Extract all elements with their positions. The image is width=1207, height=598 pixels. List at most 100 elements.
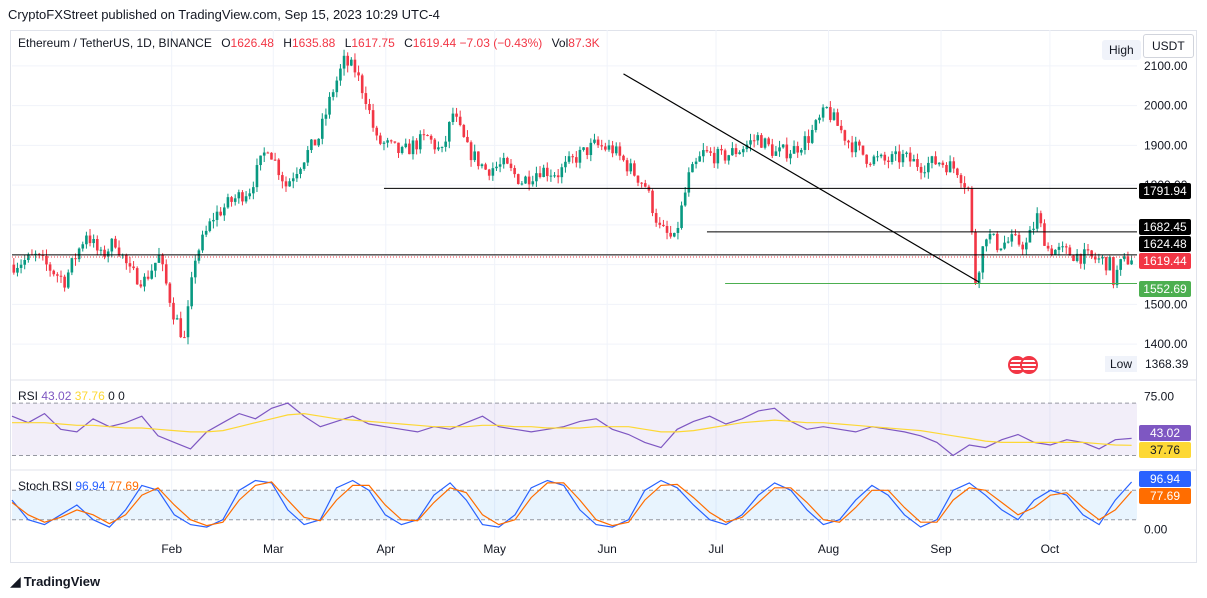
candle-body (270, 152, 273, 160)
candle-body (375, 127, 379, 136)
candle-body (930, 156, 934, 163)
candle-body (37, 253, 41, 255)
candle-body (662, 224, 665, 227)
band-fill (12, 403, 1137, 456)
candle-body (150, 270, 154, 279)
candle-body (800, 149, 803, 153)
candle-body (252, 187, 255, 194)
candle-body (1017, 234, 1021, 245)
candle-body (281, 175, 284, 182)
candle-body (702, 150, 705, 157)
candle-body (883, 154, 887, 161)
us-flag-icon-2[interactable] (1020, 356, 1038, 374)
candle-body (633, 163, 636, 176)
candle-body (317, 138, 320, 146)
candle-body (985, 239, 988, 247)
candle-body (981, 246, 985, 273)
candle-body (473, 151, 477, 161)
candle-body (444, 141, 447, 147)
candle-body (426, 135, 429, 137)
candle-body (1119, 259, 1122, 270)
candle-body (455, 113, 458, 117)
candle-body (600, 145, 604, 147)
candle-body (640, 182, 643, 184)
candle-body (204, 230, 208, 235)
high-button[interactable]: High (1102, 40, 1141, 60)
candle-body (331, 92, 335, 97)
candle-body (487, 169, 491, 176)
candle-body (491, 168, 495, 176)
currency-button[interactable]: USDT (1143, 34, 1194, 58)
candle-body (956, 168, 959, 176)
x-tick-label: May (483, 542, 506, 556)
candle-body (1021, 244, 1024, 250)
candle-body (99, 249, 103, 251)
candle-body (433, 139, 437, 150)
x-tick-label: Oct (1041, 542, 1060, 556)
candle-body (70, 258, 74, 273)
candle-body (484, 164, 487, 170)
candle-body (1010, 234, 1014, 242)
candle-body (288, 181, 291, 187)
candle-body (157, 254, 161, 263)
candle-body (941, 162, 945, 165)
candle-body (368, 103, 371, 111)
candle-body (651, 190, 654, 214)
candle-body (669, 232, 672, 237)
candle-body (905, 152, 908, 154)
candle-body (977, 272, 981, 284)
candle-body (872, 156, 876, 165)
candle-body (785, 144, 789, 159)
candle-body (201, 234, 204, 251)
candle-body (215, 211, 219, 220)
candle-body (821, 107, 825, 118)
indicator-line (11, 402, 1132, 457)
open-value: 1626.48 (230, 36, 274, 50)
candle-body (85, 235, 88, 245)
candle-body (56, 274, 59, 276)
candle-body (643, 183, 647, 187)
candle-body (74, 258, 77, 260)
candle-body (1006, 241, 1010, 243)
candle-body (466, 136, 469, 143)
rsi-pane (11, 402, 1137, 457)
candle-body (244, 196, 248, 202)
candle-body (1028, 229, 1032, 243)
candle-body (876, 156, 879, 158)
candle-body (1068, 247, 1072, 256)
candle-body (897, 151, 901, 163)
candle-body (498, 164, 502, 167)
candle-body (727, 155, 731, 161)
candle-body (861, 145, 865, 155)
candle-body (12, 264, 16, 273)
candle-body (683, 192, 687, 206)
candle-body (411, 140, 415, 155)
symbol-title[interactable]: Ethereum / TetherUS, 1D, BINANCE (18, 36, 212, 50)
candle-body (1079, 253, 1083, 264)
candle-body (520, 183, 524, 185)
candle-body (382, 142, 386, 144)
candle-body (480, 164, 484, 167)
low-value: 1617.75 (351, 36, 395, 50)
candle-body (531, 181, 535, 185)
candle-body (927, 162, 930, 173)
candle-body (865, 154, 868, 164)
candle-body (571, 156, 574, 158)
candle-body (404, 143, 408, 148)
candle-body (636, 175, 640, 183)
candle-body (974, 231, 977, 284)
candle-body (502, 157, 506, 165)
stoch-rsi-pane (11, 479, 1137, 528)
tradingview-logo[interactable]: ◢ TradingView (10, 573, 101, 589)
candle-body (774, 151, 778, 156)
candle-body (607, 145, 611, 150)
candle-body (720, 148, 723, 151)
candle-body (839, 125, 843, 131)
candle-body (328, 96, 331, 115)
candle-body (945, 164, 948, 173)
candle-body (1054, 249, 1057, 256)
flags[interactable] (1008, 356, 1038, 379)
candle-body (1061, 246, 1064, 248)
candle-body (310, 139, 313, 151)
